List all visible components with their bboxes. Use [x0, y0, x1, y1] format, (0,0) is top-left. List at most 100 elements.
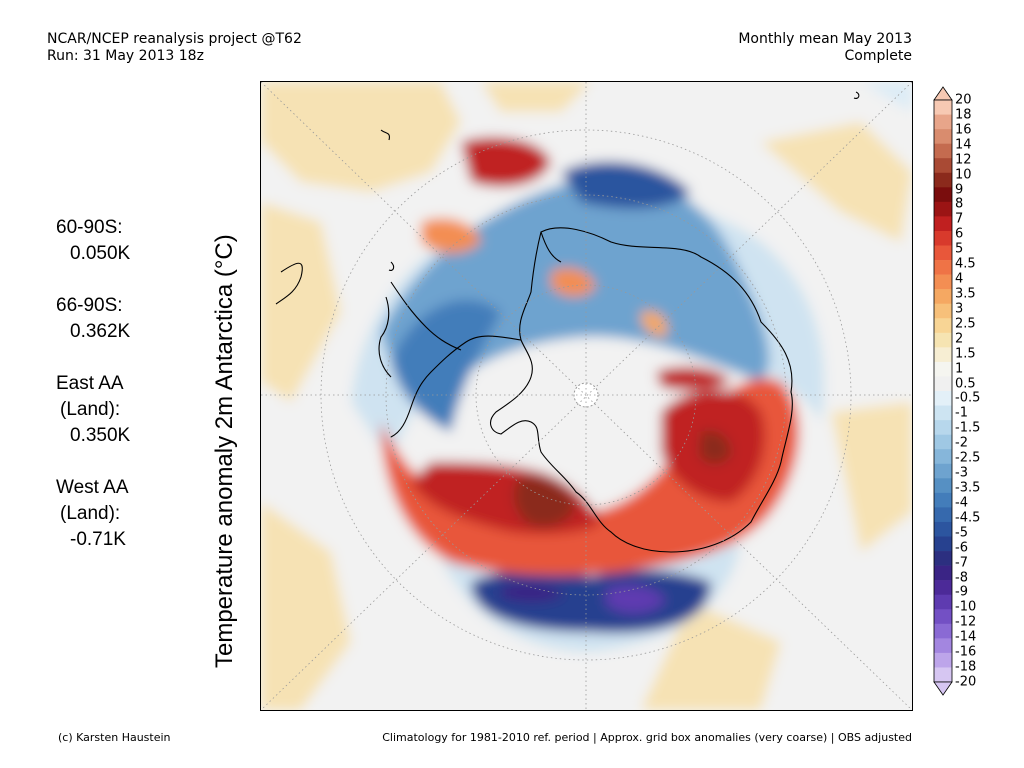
colorbar-tick-label: -20 [955, 674, 977, 690]
stat-value: -0.71K [70, 529, 126, 550]
colorbar-segment [934, 289, 952, 304]
stat-value: 0.350K [70, 425, 131, 446]
colorbar-segment [934, 274, 952, 290]
colorbar-tick-label: -10 [955, 599, 977, 615]
colorbar-tick-label: -16 [955, 644, 977, 660]
colorbar-segment [934, 652, 952, 668]
colorbar-segment [934, 143, 952, 159]
colorbar-tick-label: 10 [955, 167, 972, 183]
header-right: Monthly mean May 2013 Complete [738, 31, 912, 65]
stat-label: 60-90S: [56, 217, 123, 238]
colorbar-tick-label: 1 [955, 361, 964, 377]
colorbar-segment [934, 536, 952, 552]
stat-60-90s: 60-90S: 0.050K [56, 215, 166, 267]
colorbar-segment [934, 114, 952, 130]
colorbar-tick-label: -1.5 [955, 420, 981, 436]
stat-label: West AA [56, 477, 129, 498]
colorbar-tick-label: -5 [955, 525, 968, 541]
colorbar-segment [934, 376, 952, 392]
map-graticule [261, 82, 912, 710]
colorbar-tick-label: 8 [955, 196, 964, 212]
colorbar-tick-label: -0.5 [955, 390, 981, 406]
colorbar-segment [934, 158, 952, 174]
colorbar-tick-label: -14 [955, 629, 977, 645]
colorbar-tick-label: -2.5 [955, 450, 981, 466]
colorbar-tick-label: -9 [955, 584, 968, 600]
stat-sublabel: (Land): [60, 503, 121, 524]
colorbar-segment [934, 580, 952, 595]
colorbar-segment [934, 449, 952, 465]
colorbar [933, 86, 953, 696]
colorbar-segment [934, 361, 952, 377]
colorbar-segment [934, 260, 952, 275]
stat-66-90s: 66-90S: 0.362K [56, 293, 166, 345]
colorbar-tick-label: 1.5 [955, 346, 976, 362]
colorbar-tick-label: 7 [955, 211, 964, 227]
stat-label: East AA [56, 373, 124, 394]
colorbar-tick-label: 9 [955, 182, 964, 198]
colorbar-segment [934, 129, 952, 144]
colorbar-segment [934, 187, 952, 203]
colorbar-tick-label: 16 [955, 122, 972, 138]
colorbar-ticks: 20 18 16 14 12 10 9 8 7 6 5 4.5 4 3.5 3 2.5 2 1.5 1 0.5 -0.5… [955, 86, 1015, 696]
colorbar-tick-label: -4 [955, 495, 968, 511]
colorbar-segment [934, 609, 952, 625]
stat-sublabel: (Land): [60, 399, 121, 420]
colorbar-segment [934, 216, 952, 232]
colorbar-segment [934, 303, 952, 319]
colorbar-segment [934, 230, 952, 246]
footer-note: Climatology for 1981-2010 ref. period | … [382, 731, 912, 744]
colorbar-tick-label: -2 [955, 435, 968, 451]
status-label: Complete [844, 48, 912, 64]
colorbar-segment [934, 420, 952, 435]
colorbar-tick-label: -18 [955, 659, 977, 675]
colorbar-tick-label: 2 [955, 331, 964, 347]
run-time: Run: 31 May 2013 18z [47, 48, 204, 64]
map-axis-label: Temperature anomaly 2m Antarctica (°C) [211, 234, 238, 668]
colorbar-segment [934, 332, 952, 348]
colorbar-segment [934, 565, 952, 581]
anomaly-map [260, 81, 913, 711]
anomaly-field [261, 82, 912, 710]
colorbar-segment [934, 201, 952, 217]
header-left: NCAR/NCEP reanalysis project @T62 Run: 3… [47, 31, 302, 65]
colorbar-segment [934, 551, 952, 566]
colorbar-tick-label: 12 [955, 152, 972, 168]
colorbar-segment [934, 347, 952, 363]
colorbar-segment [934, 318, 952, 334]
colorbar-arrow-bottom [933, 681, 953, 696]
colorbar-tick-label: -6 [955, 540, 968, 556]
stat-label: 66-90S: [56, 295, 123, 316]
colorbar-segment [934, 391, 952, 406]
colorbar-segment [934, 434, 952, 450]
project-title: NCAR/NCEP reanalysis project @T62 [47, 31, 302, 47]
colorbar-tick-label: 20 [955, 92, 972, 108]
colorbar-tick-label: -1 [955, 405, 968, 421]
colorbar-segment [934, 507, 952, 523]
colorbar-tick-label: 6 [955, 226, 964, 242]
colorbar-tick-label: 2.5 [955, 316, 976, 332]
stat-west-aa: West AA (Land): -0.71K [56, 475, 166, 553]
colorbar-tick-label: 3.5 [955, 286, 976, 302]
coastline [275, 91, 860, 553]
colorbar-tick-label: -3.5 [955, 480, 981, 496]
colorbar-segment [934, 245, 952, 261]
colorbar-tick-label: 4.5 [955, 256, 976, 272]
colorbar-tick-label: 5 [955, 241, 964, 257]
colorbar-tick-label: 14 [955, 137, 972, 153]
stats-panel: 60-90S: 0.050K 66-90S: 0.362K East AA (L… [56, 215, 166, 579]
colorbar-segment [934, 667, 952, 683]
stat-east-aa: East AA (Land): 0.350K [56, 371, 166, 449]
colorbar-segment [934, 463, 952, 479]
colorbar-segment [934, 100, 952, 115]
colorbar-segment [934, 478, 952, 494]
colorbar-segment [934, 521, 952, 537]
colorbar-segment [934, 638, 952, 654]
colorbar-tick-label: 18 [955, 107, 972, 123]
colorbar-tick-label: 4 [955, 271, 964, 287]
colorbar-segment [934, 623, 952, 639]
colorbar-segment [934, 492, 952, 508]
period-title: Monthly mean May 2013 [738, 31, 912, 47]
colorbar-tick-label: -8 [955, 570, 968, 586]
footer-credit: (c) Karsten Haustein [58, 731, 171, 744]
